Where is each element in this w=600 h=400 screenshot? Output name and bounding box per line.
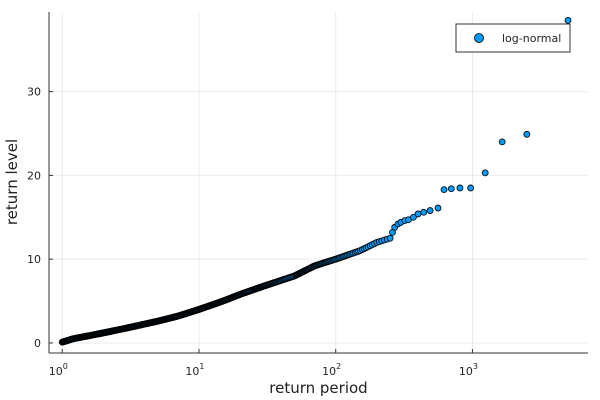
data-point bbox=[564, 16, 572, 24]
legend-marker bbox=[474, 33, 484, 43]
y-tick-label: 20 bbox=[27, 169, 41, 182]
data-point bbox=[386, 234, 394, 242]
data-points bbox=[58, 16, 572, 346]
data-point bbox=[414, 210, 422, 218]
y-axis-label: return level bbox=[3, 139, 21, 225]
data-point bbox=[456, 184, 464, 192]
y-tick-label: 30 bbox=[27, 86, 41, 99]
legend: log-normal bbox=[455, 23, 571, 53]
axes bbox=[48, 12, 588, 354]
data-point bbox=[447, 185, 455, 193]
data-point bbox=[426, 207, 434, 214]
legend-label: log-normal bbox=[502, 32, 561, 45]
data-point bbox=[440, 186, 448, 194]
data-point bbox=[498, 138, 506, 146]
data-point bbox=[467, 184, 475, 192]
y-tick-label: 0 bbox=[34, 337, 41, 350]
data-point bbox=[481, 169, 489, 177]
grid-lines bbox=[49, 12, 588, 353]
data-point bbox=[523, 130, 531, 138]
data-point bbox=[410, 213, 417, 221]
data-point bbox=[420, 208, 428, 216]
x-axis-label: return period bbox=[269, 379, 367, 397]
data-point bbox=[434, 204, 442, 212]
y-tick-label: 10 bbox=[27, 253, 41, 266]
